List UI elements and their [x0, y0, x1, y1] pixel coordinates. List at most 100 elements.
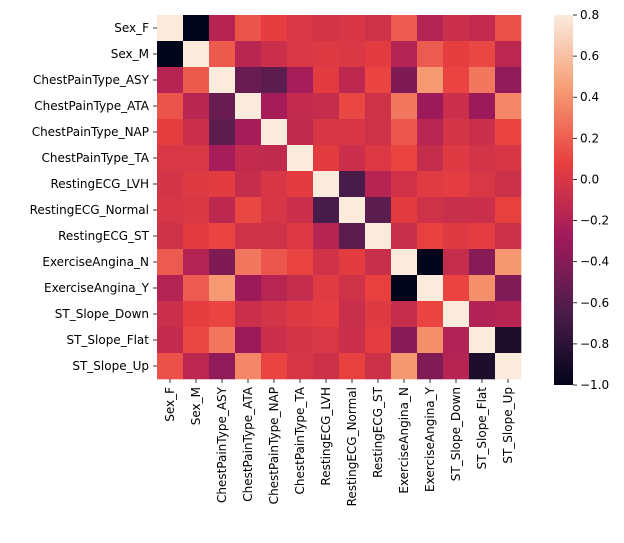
heatmap-cell: [209, 119, 236, 146]
column-label: ExerciseAngina_Y: [423, 386, 437, 492]
heatmap-cell: [157, 249, 184, 276]
heatmap-cell: [313, 67, 340, 94]
column-label: RestingECG_LVH: [319, 387, 333, 486]
heatmap-cell: [417, 41, 444, 68]
heatmap-cell: [261, 301, 288, 328]
heatmap-cell: [469, 15, 496, 42]
heatmap-cell: [209, 249, 236, 276]
heatmap-cell: [443, 15, 470, 42]
colorbar-tick-label: 0.8: [580, 8, 599, 22]
heatmap-cell: [339, 15, 366, 42]
heatmap-cell: [157, 171, 184, 198]
row-label: RestingECG_ST: [58, 229, 150, 243]
heatmap-cell: [495, 249, 522, 276]
heatmap-cell: [287, 223, 314, 250]
heatmap-cell: [157, 327, 184, 354]
heatmap-cell: [365, 327, 392, 354]
heatmap-cell: [417, 327, 444, 354]
heatmap-cell: [313, 223, 340, 250]
row-label: RestingECG_LVH: [50, 177, 149, 191]
heatmap-cell: [313, 327, 340, 354]
row-label: ST_Slope_Flat: [66, 333, 149, 347]
heatmap-cell: [209, 41, 236, 68]
heatmap-cell: [235, 353, 262, 380]
heatmap-cell: [339, 249, 366, 276]
column-label: RestingECG_ST: [371, 386, 385, 478]
heatmap-cell: [391, 249, 418, 276]
row-label: ChestPainType_ASY: [33, 73, 150, 87]
colorbar-tick-label: 0.0: [580, 172, 599, 186]
column-label: ST_Slope_Down: [449, 387, 463, 481]
heatmap-cell: [183, 41, 210, 68]
heatmap-cell: [443, 93, 470, 120]
heatmap-cell: [261, 67, 288, 94]
heatmap-cell: [469, 327, 496, 354]
heatmap-cell: [261, 249, 288, 276]
column-label: ChestPainType_ATA: [241, 386, 255, 502]
heatmap-cell: [391, 223, 418, 250]
heatmap-cell: [313, 353, 340, 380]
heatmap-cell: [417, 197, 444, 224]
heatmap-cell: [235, 67, 262, 94]
heatmap-cell: [417, 93, 444, 120]
heatmap-cell: [235, 119, 262, 146]
heatmap-cell: [183, 119, 210, 146]
heatmap-cells: [157, 15, 522, 380]
heatmap-cell: [287, 171, 314, 198]
heatmap-cell: [313, 93, 340, 120]
heatmap-cell: [417, 353, 444, 380]
heatmap-cell: [287, 353, 314, 380]
heatmap-cell: [417, 301, 444, 328]
heatmap-cell: [391, 353, 418, 380]
row-label: ChestPainType_NAP: [32, 125, 149, 139]
heatmap-cell: [287, 275, 314, 302]
heatmap-cell: [261, 197, 288, 224]
heatmap-cell: [157, 67, 184, 94]
heatmap-cell: [365, 301, 392, 328]
heatmap-cell: [469, 301, 496, 328]
heatmap-cell: [235, 93, 262, 120]
heatmap-cell: [365, 15, 392, 42]
heatmap-cell: [469, 223, 496, 250]
row-labels: Sex_F Sex_M ChestPainType_ASY ChestPainType…: [30, 21, 157, 373]
heatmap-cell: [495, 197, 522, 224]
heatmap-cell: [235, 249, 262, 276]
heatmap-cell: [235, 145, 262, 172]
heatmap-cell: [417, 249, 444, 276]
heatmap-cell: [209, 171, 236, 198]
heatmap-cell: [339, 171, 366, 198]
heatmap-cell: [365, 93, 392, 120]
heatmap-cell: [443, 275, 470, 302]
heatmap-cell: [287, 197, 314, 224]
row-label: ST_Slope_Up: [72, 359, 149, 373]
heatmap-cell: [417, 15, 444, 42]
heatmap-cell: [287, 67, 314, 94]
colorbar-tick-label: 0.2: [580, 131, 599, 145]
heatmap-cell: [365, 145, 392, 172]
heatmap-cell: [235, 197, 262, 224]
column-label: RestingECG_Normal: [345, 387, 359, 506]
heatmap-cell: [313, 119, 340, 146]
heatmap-cell: [391, 301, 418, 328]
heatmap-cell: [469, 119, 496, 146]
heatmap-cell: [495, 275, 522, 302]
heatmap-cell: [313, 171, 340, 198]
heatmap-cell: [391, 145, 418, 172]
heatmap-cell: [287, 93, 314, 120]
heatmap-cell: [287, 41, 314, 68]
heatmap-cell: [157, 275, 184, 302]
heatmap-cell: [209, 353, 236, 380]
heatmap-cell: [469, 197, 496, 224]
heatmap-cell: [235, 327, 262, 354]
heatmap-cell: [261, 15, 288, 42]
heatmap-cell: [469, 171, 496, 198]
heatmap-cell: [443, 249, 470, 276]
heatmap-cell: [235, 275, 262, 302]
heatmap-cell: [209, 145, 236, 172]
heatmap-cell: [183, 249, 210, 276]
heatmap-cell: [313, 15, 340, 42]
row-label: Sex_F: [114, 21, 149, 35]
row-label: ChestPainType_ATA: [34, 99, 150, 113]
heatmap-cell: [495, 119, 522, 146]
heatmap-cell: [495, 301, 522, 328]
